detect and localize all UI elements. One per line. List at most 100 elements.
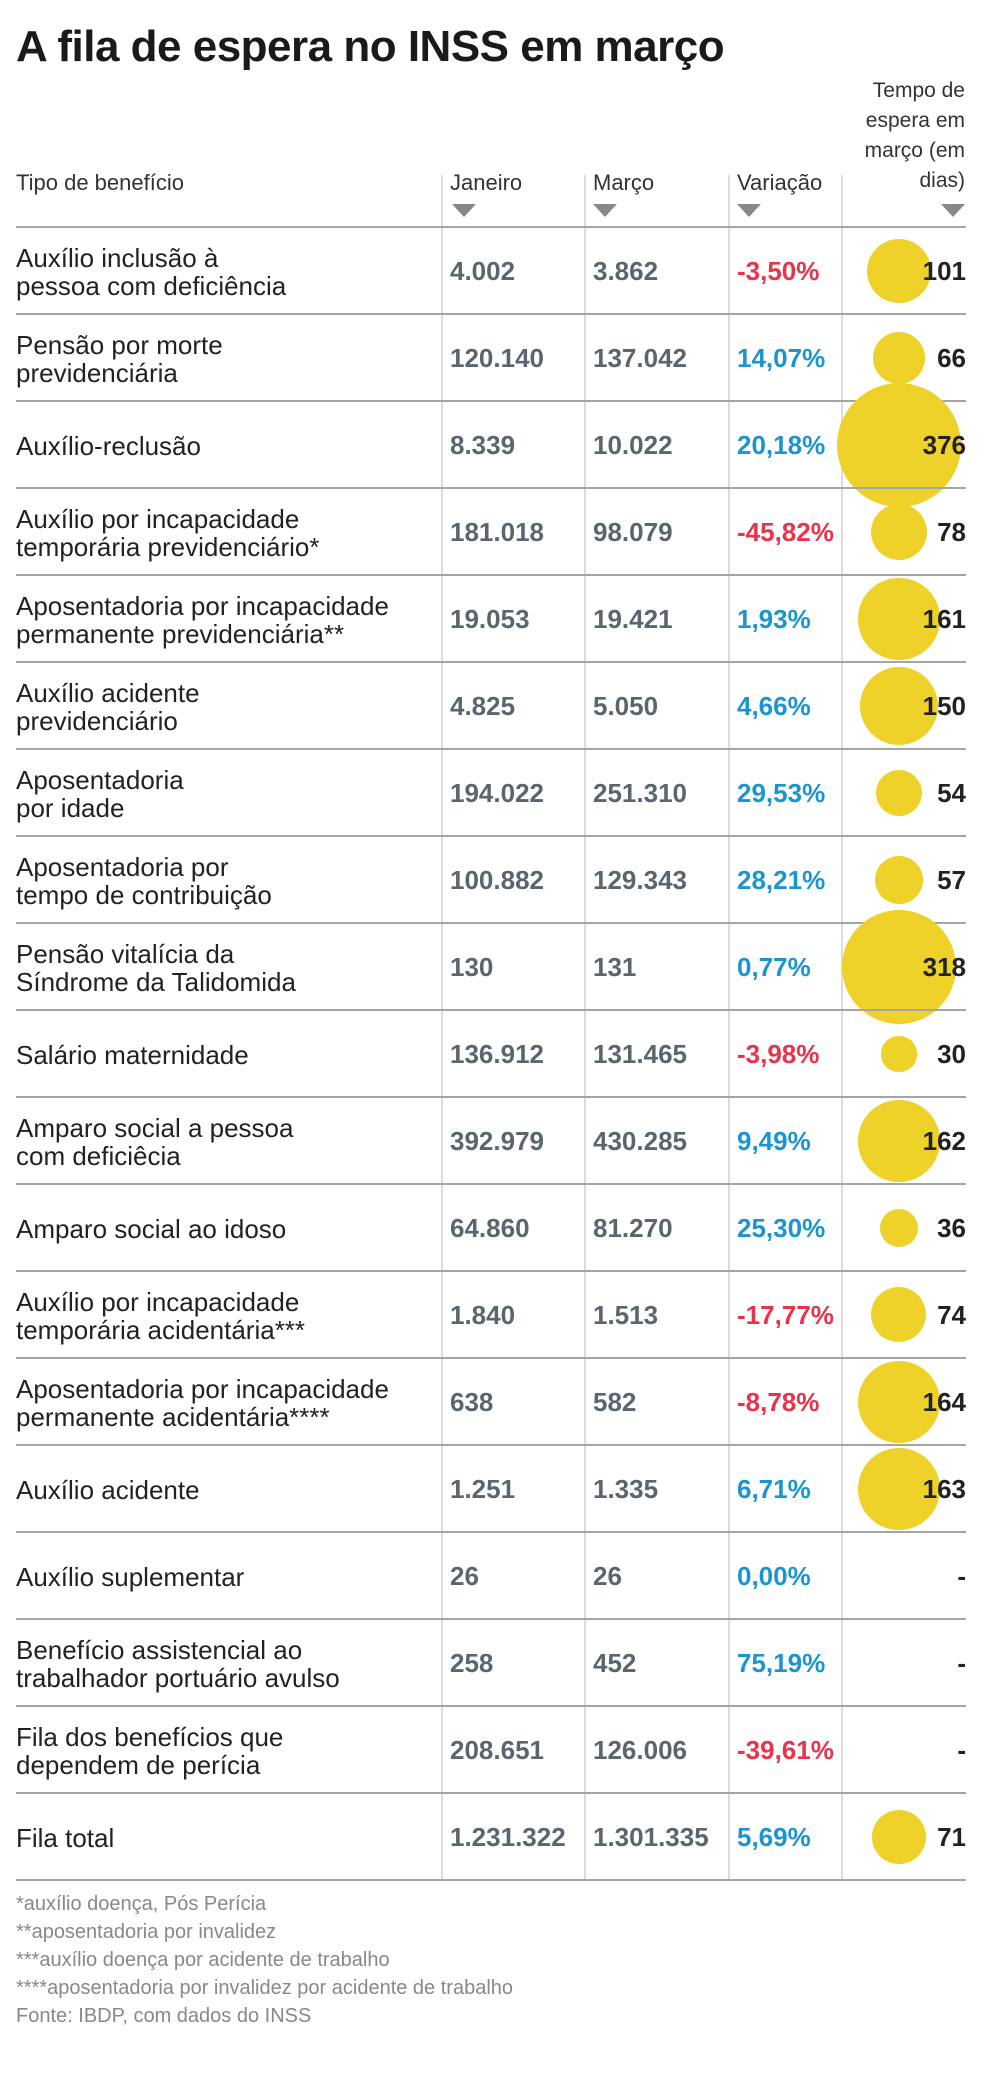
value-janeiro: 26 xyxy=(450,1561,479,1591)
value-variacao: 9,49% xyxy=(737,1126,811,1156)
benefit-name: Auxílio acidente previdenciário xyxy=(16,677,200,736)
benefit-name: Aposentadoria por incapacidade permanent… xyxy=(16,590,389,649)
header-variacao[interactable]: Variação xyxy=(737,170,823,195)
wait-bubble xyxy=(841,909,956,1025)
value-variacao: 29,53% xyxy=(737,778,826,808)
table-row: Benefício assistencial ao trabalhador po… xyxy=(16,1618,966,1707)
value-variacao: 0,00% xyxy=(737,1561,811,1591)
column-divider xyxy=(728,175,730,1879)
footnote: **aposentadoria por invalidez xyxy=(16,1921,277,1943)
value-variacao: 75,19% xyxy=(737,1648,826,1678)
value-janeiro: 19.053 xyxy=(450,604,530,634)
value-marco: 452 xyxy=(593,1648,637,1678)
sort-tempo-icon[interactable] xyxy=(941,204,965,217)
page-title: A fila de espera no INSS em março xyxy=(16,22,725,71)
value-tempo: 71 xyxy=(937,1822,966,1852)
value-janeiro: 130 xyxy=(450,952,494,982)
table-row: Salário maternidade 136.912 131.465 -3,98% 3… xyxy=(16,1009,966,1098)
table-row: Aposentadoria por incapacidade permanent… xyxy=(16,574,966,663)
table-row: Amparo social ao idoso 64.860 81.270 25,30%… xyxy=(16,1183,966,1272)
footnote: *auxílio doença, Pós Perícia xyxy=(16,1893,267,1915)
value-variacao: 4,66% xyxy=(737,691,811,721)
value-tempo: 66 xyxy=(937,343,966,373)
footnote: ***auxílio doença por acidente de trabal… xyxy=(16,1949,390,1971)
benefit-name: Pensão vitalícia da Síndrome da Talidomi… xyxy=(16,938,296,997)
sort-variacao-icon[interactable] xyxy=(737,204,761,217)
wait-bubble xyxy=(858,578,940,660)
value-tempo: - xyxy=(957,1648,966,1678)
value-marco: 131 xyxy=(593,952,637,982)
value-marco: 98.079 xyxy=(593,517,673,547)
table-row: Auxílio acidente previdenciário 4.825 5.05… xyxy=(16,661,966,750)
value-tempo: 162 xyxy=(922,1126,966,1156)
header-marco[interactable]: Março xyxy=(593,170,655,195)
wait-bubble xyxy=(859,666,939,746)
benefit-name: Fila total xyxy=(16,1822,115,1853)
table-row: Amparo social a pessoa com deficiêcia 392… xyxy=(16,1096,966,1185)
value-variacao: -8,78% xyxy=(737,1387,820,1417)
table-row: Aposentadoria por idade 194.022 251.310 29,… xyxy=(16,748,966,837)
benefit-name: Auxílio acidente xyxy=(16,1474,200,1505)
benefit-name: Auxílio por incapacidade temporária acid… xyxy=(16,1286,306,1345)
wait-bubble xyxy=(871,1287,927,1343)
value-variacao: 1,93% xyxy=(737,604,811,634)
table-row: Fila dos benefícios que dependem de perí… xyxy=(16,1705,966,1794)
value-janeiro: 1.251 xyxy=(450,1474,516,1504)
benefit-name: Pensão por morte previdenciária xyxy=(16,329,223,388)
value-tempo: - xyxy=(957,1735,966,1765)
value-tempo: 74 xyxy=(937,1300,966,1330)
value-janeiro: 392.979 xyxy=(450,1126,544,1156)
benefit-name: Amparo social a pessoa com deficiêcia xyxy=(16,1112,294,1171)
value-janeiro: 100.882 xyxy=(450,865,544,895)
wait-bubble xyxy=(879,1208,919,1248)
value-variacao: -3,50% xyxy=(737,256,820,286)
footnotes: *auxílio doença, Pós Perícia **aposentado… xyxy=(16,1890,513,2030)
wait-bubble xyxy=(872,1810,926,1864)
value-tempo: - xyxy=(957,1561,966,1591)
wait-bubble xyxy=(875,769,923,817)
value-variacao: 5,69% xyxy=(737,1822,811,1852)
value-marco: 10.022 xyxy=(593,430,673,460)
value-janeiro: 638 xyxy=(450,1387,494,1417)
footnote: ****aposentadoria por invalidez por acid… xyxy=(16,1977,514,1999)
column-divider xyxy=(584,175,586,1879)
value-marco: 430.285 xyxy=(593,1126,687,1156)
value-marco: 1.301.335 xyxy=(593,1822,709,1852)
value-tempo: 57 xyxy=(937,865,966,895)
value-marco: 582 xyxy=(593,1387,637,1417)
table-row: Auxílio acidente 1.251 1.335 6,71% 163 xyxy=(16,1444,966,1533)
sort-marco-icon[interactable] xyxy=(593,204,617,217)
table-bottom-rule xyxy=(16,1879,966,1881)
table-row: Auxílio por incapacidade temporária prev… xyxy=(16,487,966,576)
header-tempo[interactable]: Tempo de espera em março (em dias) xyxy=(864,79,965,192)
benefit-name: Aposentadoria por tempo de contribuição xyxy=(16,851,272,910)
value-marco: 1.335 xyxy=(593,1474,659,1504)
benefit-name: Amparo social ao idoso xyxy=(16,1213,287,1244)
header-janeiro[interactable]: Janeiro xyxy=(450,170,523,195)
benefit-name: Aposentadoria por incapacidade permanent… xyxy=(16,1373,389,1432)
footnote: Fonte: IBDP, com dados do INSS xyxy=(16,2005,312,2027)
benefit-name: Auxílio-reclusão xyxy=(16,430,201,461)
table-row: Pensão vitalícia da Síndrome da Talidomi… xyxy=(16,909,966,1025)
value-marco: 137.042 xyxy=(593,343,687,373)
wait-bubble xyxy=(837,383,961,507)
table-row: Aposentadoria por incapacidade permanent… xyxy=(16,1357,966,1446)
value-marco: 131.465 xyxy=(593,1039,687,1069)
value-variacao: 28,21% xyxy=(737,865,826,895)
value-janeiro: 136.912 xyxy=(450,1039,544,1069)
value-tempo: 54 xyxy=(937,778,966,808)
benefit-name: Fila dos benefícios que dependem de perí… xyxy=(16,1721,284,1780)
value-marco: 5.050 xyxy=(593,691,659,721)
value-variacao: 6,71% xyxy=(737,1474,811,1504)
wait-bubble xyxy=(858,1100,940,1182)
value-marco: 251.310 xyxy=(593,778,687,808)
benefit-name: Auxílio por incapacidade temporária prev… xyxy=(16,503,320,562)
benefit-name: Auxílio inclusão à pessoa com deficiênci… xyxy=(16,242,287,301)
value-janeiro: 194.022 xyxy=(450,778,544,808)
value-tempo: 36 xyxy=(937,1213,966,1243)
value-tempo: 101 xyxy=(922,256,966,286)
header-tipo: Tipo de benefício xyxy=(16,170,184,195)
value-tempo: 164 xyxy=(922,1387,966,1417)
sort-janeiro-icon[interactable] xyxy=(452,204,476,217)
value-marco: 129.343 xyxy=(593,865,687,895)
